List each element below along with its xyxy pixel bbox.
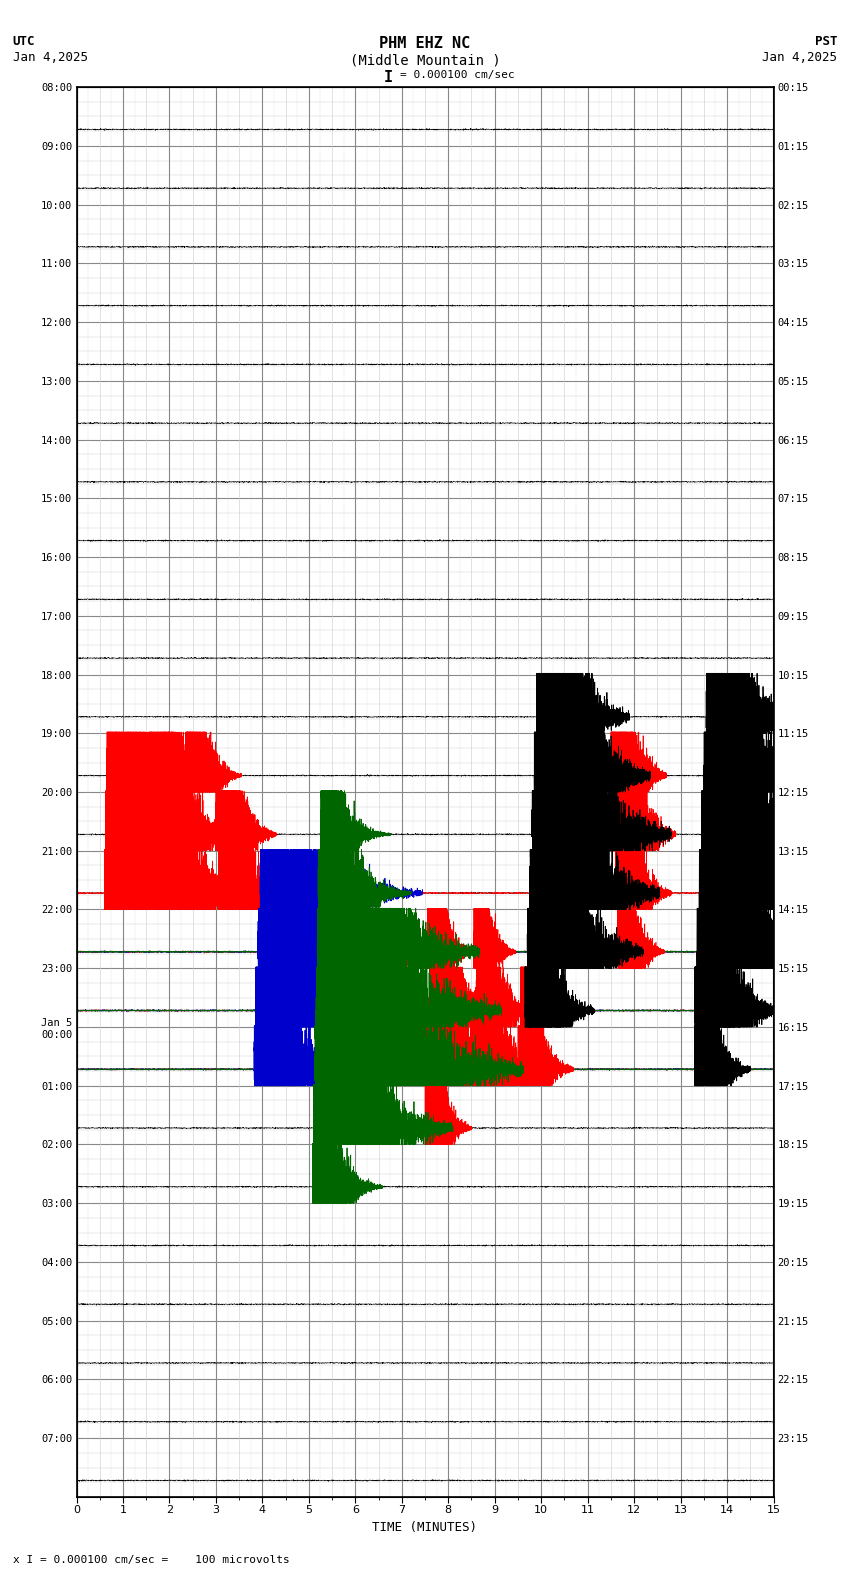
Text: Jan 4,2025: Jan 4,2025 [13,51,88,63]
Text: x I = 0.000100 cm/sec =    100 microvolts: x I = 0.000100 cm/sec = 100 microvolts [13,1555,290,1565]
Text: UTC: UTC [13,35,35,48]
Text: Jan 4,2025: Jan 4,2025 [762,51,837,63]
Text: I: I [384,70,393,84]
X-axis label: TIME (MINUTES): TIME (MINUTES) [372,1521,478,1533]
Text: PST: PST [815,35,837,48]
Text: = 0.000100 cm/sec: = 0.000100 cm/sec [400,70,514,79]
Text: (Middle Mountain ): (Middle Mountain ) [349,54,501,68]
Text: PHM EHZ NC: PHM EHZ NC [379,36,471,51]
